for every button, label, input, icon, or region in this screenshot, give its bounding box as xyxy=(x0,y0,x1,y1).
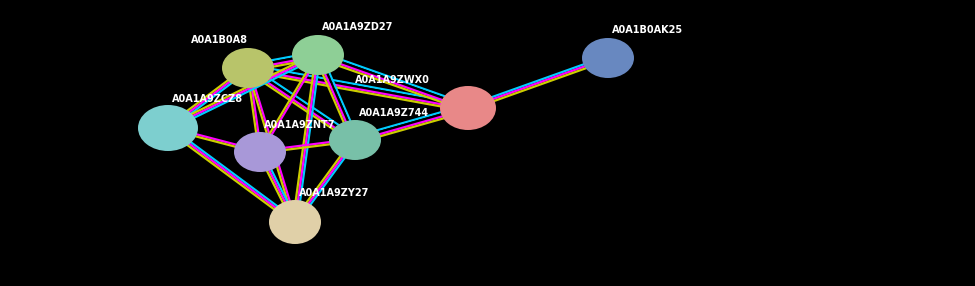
Text: A0A1A9ZD27: A0A1A9ZD27 xyxy=(322,22,393,32)
Text: A0A1A9Z744: A0A1A9Z744 xyxy=(359,108,429,118)
Ellipse shape xyxy=(269,200,321,244)
Text: A0A1A9ZY27: A0A1A9ZY27 xyxy=(299,188,370,198)
Text: A0A1B0AK25: A0A1B0AK25 xyxy=(612,25,683,35)
Ellipse shape xyxy=(234,132,286,172)
Ellipse shape xyxy=(138,105,198,151)
Text: A0A1A9ZNT7: A0A1A9ZNT7 xyxy=(264,120,335,130)
Ellipse shape xyxy=(329,120,381,160)
Ellipse shape xyxy=(292,35,344,75)
Text: A0A1A9ZCZ8: A0A1A9ZCZ8 xyxy=(172,94,243,104)
Ellipse shape xyxy=(582,38,634,78)
Ellipse shape xyxy=(222,48,274,88)
Text: A0A1B0A8: A0A1B0A8 xyxy=(191,35,248,45)
Ellipse shape xyxy=(440,86,496,130)
Text: A0A1A9ZWX0: A0A1A9ZWX0 xyxy=(355,75,430,85)
